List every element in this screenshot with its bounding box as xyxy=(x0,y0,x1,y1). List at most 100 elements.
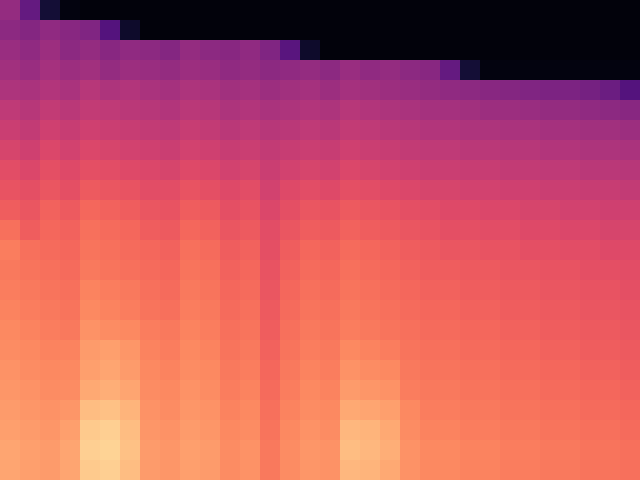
heatmap-cell xyxy=(100,400,121,421)
heatmap-cell xyxy=(460,60,481,81)
heatmap-cell xyxy=(320,440,341,461)
heatmap-cell xyxy=(620,180,640,201)
heatmap-cell xyxy=(420,280,441,301)
heatmap-cell xyxy=(120,400,141,421)
heatmap-cell xyxy=(260,100,281,121)
heatmap-cell xyxy=(520,280,541,301)
heatmap-cell xyxy=(260,260,281,281)
heatmap-cell xyxy=(440,400,461,421)
heatmap-cell xyxy=(220,0,241,21)
heatmap-cell xyxy=(280,240,301,261)
heatmap-cell xyxy=(520,200,541,221)
heatmap-cell xyxy=(80,400,101,421)
heatmap-cell xyxy=(500,40,521,61)
heatmap-cell xyxy=(20,440,41,461)
heatmap-cell xyxy=(140,160,161,181)
heatmap-cell xyxy=(220,120,241,141)
heatmap-cell xyxy=(160,300,181,321)
heatmap-cell xyxy=(280,300,301,321)
heatmap-cell xyxy=(100,140,121,161)
heatmap-cell xyxy=(480,180,501,201)
heatmap-cell xyxy=(480,240,501,261)
heatmap-cell xyxy=(200,380,221,401)
heatmap-cell xyxy=(480,280,501,301)
heatmap-cell xyxy=(620,240,640,261)
heatmap-cell xyxy=(360,120,381,141)
heatmap-cell xyxy=(260,200,281,221)
heatmap-cell xyxy=(180,180,201,201)
heatmap-cell xyxy=(560,180,581,201)
heatmap-cell xyxy=(200,300,221,321)
heatmap-cell xyxy=(400,20,421,41)
heatmap-cell xyxy=(20,60,41,81)
heatmap-cell xyxy=(580,380,601,401)
heatmap-cell xyxy=(220,100,241,121)
heatmap-cell xyxy=(200,40,221,61)
heatmap-cell xyxy=(0,460,21,480)
heatmap-cell xyxy=(260,420,281,441)
heatmap-cell xyxy=(600,460,621,480)
heatmap-cell xyxy=(320,320,341,341)
heatmap-cell xyxy=(0,440,21,461)
heatmap-cell xyxy=(280,160,301,181)
heatmap-cell xyxy=(440,300,461,321)
heatmap-cell xyxy=(240,220,261,241)
heatmap-cell xyxy=(560,160,581,181)
heatmap-cell xyxy=(480,400,501,421)
heatmap-cell xyxy=(580,440,601,461)
heatmap-cell xyxy=(420,420,441,441)
chart-svg xyxy=(0,0,640,480)
heatmap-cell xyxy=(460,40,481,61)
heatmap-cell xyxy=(420,80,441,101)
heatmap-cell xyxy=(600,280,621,301)
heatmap-cell xyxy=(440,280,461,301)
heatmap-cell xyxy=(240,20,261,41)
heatmap-cell xyxy=(260,60,281,81)
heatmap-cell xyxy=(420,0,441,21)
heatmap-cell xyxy=(300,300,321,321)
heatmap-cell xyxy=(240,160,261,181)
heatmap-cell xyxy=(400,300,421,321)
heatmap-cell xyxy=(40,400,61,421)
heatmap-cell xyxy=(0,200,21,221)
heatmap-cell xyxy=(480,260,501,281)
heatmap-cell xyxy=(620,80,640,101)
heatmap-cell xyxy=(240,440,261,461)
heatmap-cell xyxy=(140,180,161,201)
heatmap-cell xyxy=(380,180,401,201)
heatmap-cell xyxy=(200,260,221,281)
heatmap-cell xyxy=(400,240,421,261)
heatmap-cell xyxy=(320,420,341,441)
heatmap-cell xyxy=(80,120,101,141)
heatmap-cell xyxy=(440,80,461,101)
heatmap-cell xyxy=(460,180,481,201)
heatmap-cell xyxy=(360,180,381,201)
heatmap-cell xyxy=(140,220,161,241)
heatmap-cell xyxy=(620,20,640,41)
heatmap-cell xyxy=(520,180,541,201)
heatmap-cell xyxy=(100,120,121,141)
heatmap-cell xyxy=(280,260,301,281)
heatmap-cell xyxy=(540,360,561,381)
heatmap-cell xyxy=(60,340,81,361)
heatmap-cell xyxy=(380,160,401,181)
heatmap-cell xyxy=(220,40,241,61)
heatmap-cell xyxy=(500,200,521,221)
heatmap-cell xyxy=(240,400,261,421)
heatmap-cell xyxy=(120,100,141,121)
heatmap-cell xyxy=(20,420,41,441)
heatmap-cell xyxy=(320,180,341,201)
heatmap-cell xyxy=(580,120,601,141)
heatmap-cell xyxy=(60,160,81,181)
heatmap-cell xyxy=(600,240,621,261)
heatmap-cell xyxy=(600,200,621,221)
heatmap-cell xyxy=(300,360,321,381)
heatmap-cell xyxy=(380,0,401,21)
heatmap-cell xyxy=(220,200,241,221)
heatmap-cell xyxy=(180,160,201,181)
heatmap-cell xyxy=(500,180,521,201)
heatmap-cell xyxy=(240,300,261,321)
heatmap-cell xyxy=(480,100,501,121)
heatmap-cell xyxy=(540,100,561,121)
heatmap-cell xyxy=(100,420,121,441)
